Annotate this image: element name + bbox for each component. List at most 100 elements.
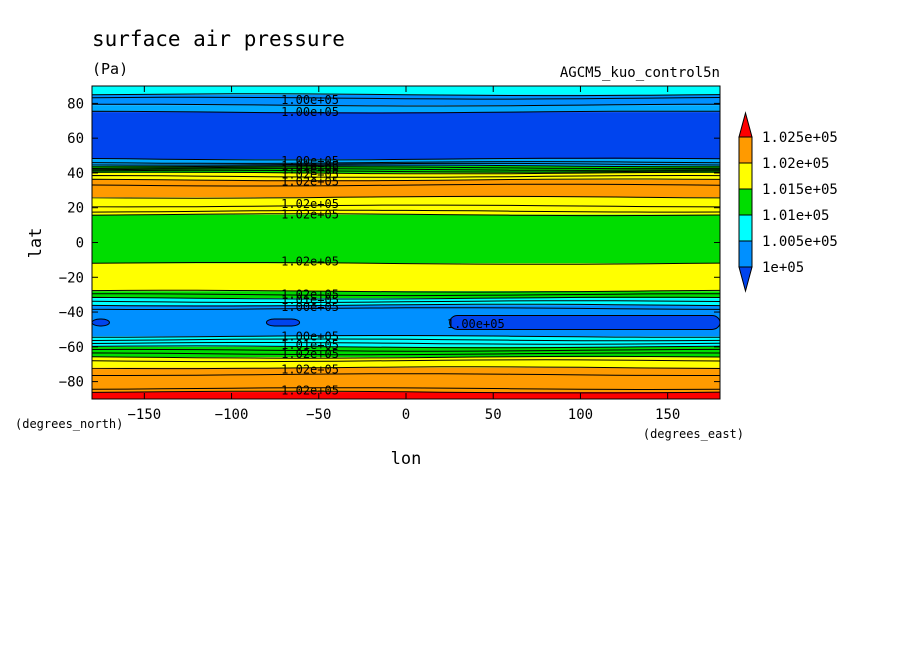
- contour-line-27: [92, 338, 720, 342]
- contour-line-3: [92, 110, 720, 114]
- chart-title: surface air pressure: [92, 27, 345, 51]
- pressure-band-15: [92, 346, 720, 358]
- pressure-band-16: [92, 357, 720, 368]
- svg-text:1.01e+05: 1.01e+05: [281, 159, 339, 173]
- colorbar: 1.025e+05 1.02e+05 1.015e+05 1.01e+05 1.005e…: [738, 111, 838, 293]
- contour-labels: 1.00e+051.00e+051.00e+051.01e+051.01e+05…: [281, 93, 505, 397]
- contour-line-17: [92, 209, 720, 213]
- low-pressure-patch-2: [449, 315, 720, 330]
- contour-label-15: 1.01e+05: [281, 338, 339, 352]
- contour-label-18: 1.02e+05: [281, 383, 339, 397]
- x-tick-label-2: −50: [306, 407, 331, 423]
- svg-text:1.01e+05: 1.01e+05: [281, 338, 339, 352]
- x-axis-units: (degrees_east): [643, 427, 744, 441]
- contour-label-12: 1.00e+05: [281, 300, 339, 314]
- svg-text:1.00e+05: 1.00e+05: [447, 317, 505, 331]
- contour-line-30: [92, 348, 720, 352]
- contour-line-5: [92, 161, 720, 164]
- svg-text:1.00e+05: 1.00e+05: [281, 93, 339, 107]
- contour-line-6: [92, 162, 720, 166]
- svg-text:1.02e+05: 1.02e+05: [281, 208, 339, 222]
- x-axis: −150 −100 −50 0 50 100 150: [127, 86, 680, 423]
- contour-line-22: [92, 296, 720, 300]
- colorbar-label-2: 1.015e+05: [762, 182, 838, 198]
- contour-line-15: [92, 195, 720, 199]
- colorbar-bottom-arrow: [738, 266, 753, 293]
- contour-label-10: 1.02e+05: [281, 288, 339, 302]
- contour-line-20: [92, 289, 720, 293]
- pressure-band-10: [92, 263, 720, 292]
- pressure-band-8: [92, 197, 720, 215]
- y-tick-label-3: 20: [67, 201, 84, 217]
- y-axis-label: lat: [26, 228, 46, 259]
- colorbar-label-3: 1.01e+05: [762, 208, 829, 224]
- contour-label-0: 1.00e+05: [281, 93, 339, 107]
- svg-text:1.02e+05: 1.02e+05: [281, 175, 339, 189]
- y-tick-label-1: 60: [67, 131, 84, 147]
- y-tick-label-4: 0: [76, 236, 84, 252]
- contour-line-21: [92, 293, 720, 297]
- contour-line-37: [92, 390, 720, 394]
- svg-text:1.02e+05: 1.02e+05: [281, 255, 339, 269]
- colorbar-segment-3: [738, 188, 753, 216]
- contour-line-18: [92, 213, 720, 217]
- colorbar-label-1: 1.02e+05: [762, 156, 829, 172]
- contour-line-19: [92, 262, 720, 265]
- svg-text:1.00e+05: 1.00e+05: [281, 154, 339, 168]
- svg-text:1.01e+05: 1.01e+05: [281, 162, 339, 176]
- contour-lines: [92, 93, 720, 394]
- y-tick-label-2: 40: [67, 166, 84, 182]
- contour-line-9: [92, 168, 720, 171]
- dataset-label: AGCM5_kuo_control5n: [560, 65, 720, 81]
- pressure-band-7: [92, 179, 720, 198]
- svg-text:1.00e+05: 1.00e+05: [281, 300, 339, 314]
- colorbar-label-5: 1e+05: [762, 260, 804, 276]
- low-pressure-patch-1: [265, 318, 301, 327]
- pressure-band-2: [92, 105, 720, 113]
- contour-line-36: [92, 387, 720, 391]
- chart-units: (Pa): [92, 60, 128, 78]
- pressure-band-6: [92, 172, 720, 180]
- contour-line-33: [92, 359, 720, 363]
- contour-line-11: [92, 171, 720, 175]
- contour-label-11: 1.01e+05: [281, 293, 339, 307]
- contour-line-7: [92, 164, 720, 168]
- contour-line-13: [92, 178, 720, 182]
- contour-label-9: 1.02e+05: [281, 255, 339, 269]
- contour-line-12: [92, 174, 720, 178]
- svg-text:1.02e+05: 1.02e+05: [281, 383, 339, 397]
- contour-line-14: [92, 183, 720, 187]
- low-pressure-patch-0: [92, 318, 110, 327]
- y-axis-units: (degrees_north): [15, 417, 123, 431]
- svg-text:1.02e+05: 1.02e+05: [281, 197, 339, 211]
- pressure-band-9: [92, 214, 720, 264]
- svg-text:1.01e+05: 1.01e+05: [281, 293, 339, 307]
- contour-line-10: [92, 169, 720, 173]
- contour-label-5: 1.02e+05: [281, 168, 339, 182]
- colorbar-top-arrow: [738, 111, 753, 138]
- contour-label-14: 1.00e+05: [281, 329, 339, 343]
- colorbar-segment-4: [738, 214, 753, 242]
- contour-label-1: 1.00e+05: [281, 105, 339, 119]
- contour-line-32: [92, 355, 720, 359]
- svg-text:1.02e+05: 1.02e+05: [281, 168, 339, 182]
- contour-line-4: [92, 157, 720, 161]
- y-tick-label-0: 80: [67, 96, 84, 112]
- plot-area: 1.00e+051.00e+051.00e+051.01e+051.01e+05…: [92, 86, 720, 399]
- contour-line-16: [92, 204, 720, 208]
- pressure-band-1: [92, 94, 720, 106]
- pressure-band-14: [92, 336, 720, 347]
- contour-label-7: 1.02e+05: [281, 197, 339, 211]
- contour-label-13: 1.00e+05: [447, 317, 505, 331]
- contour-label-4: 1.01e+05: [281, 162, 339, 176]
- contour-line-28: [92, 342, 720, 345]
- contour-line-35: [92, 373, 720, 376]
- contour-line-34: [92, 366, 720, 370]
- x-tick-label-3: 0: [402, 407, 410, 423]
- contour-line-24: [92, 303, 720, 307]
- contour-line-25: [92, 307, 720, 310]
- pressure-band-3: [92, 112, 720, 160]
- colorbar-segment-1: [738, 136, 753, 164]
- low-pressure-patches: [92, 315, 720, 330]
